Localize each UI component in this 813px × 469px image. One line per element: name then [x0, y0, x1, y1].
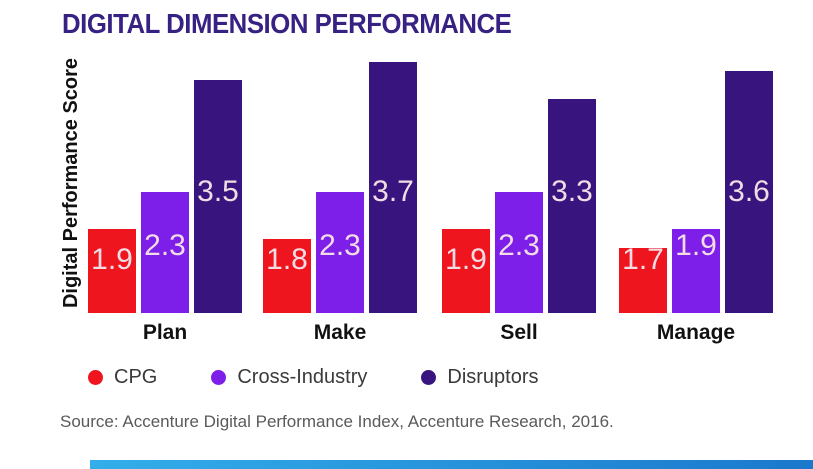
category-label-plan: Plan [142, 321, 188, 344]
bar-value-label: 3.7 [372, 175, 414, 208]
category-label-manage: Manage [656, 321, 736, 344]
legend-label-cross-industry: Cross-Industry [237, 366, 368, 388]
bar-group-manage: 1.7 1.9 3.6 [619, 71, 773, 313]
bar-value-label: 1.9 [675, 229, 717, 262]
bar-cross-industry-plan: 2.3 [141, 192, 189, 313]
bar-value-label: 1.8 [266, 243, 308, 276]
bar-cross-industry-manage: 1.9 [672, 229, 720, 313]
bar-cpg-make: 1.8 [263, 239, 311, 313]
bar-cpg-plan: 1.9 [88, 229, 136, 313]
bar-cpg-sell: 1.9 [442, 229, 490, 313]
disruptors-dot-icon [421, 370, 437, 385]
bar-group-make: 1.8 2.3 3.7 [263, 62, 417, 313]
footer-accent-bar [90, 460, 813, 469]
legend-label-disruptors: Disruptors [447, 366, 539, 388]
source-attribution: Source: Accenture Digital Performance In… [60, 412, 614, 431]
legend-item-cross-industry: Cross-Industry [211, 366, 367, 389]
bar-cross-industry-make: 2.3 [316, 192, 364, 313]
cpg-dot-icon [88, 370, 103, 385]
legend-label-cpg: CPG [114, 366, 158, 388]
legend: CPG Cross-Industry Disruptors [88, 366, 539, 389]
bar-group-plan: 1.9 2.3 3.5 [88, 80, 242, 313]
bar-cpg-manage: 1.7 [619, 243, 667, 313]
bar-disruptors-sell: 3.3 [548, 99, 596, 313]
bar-value-label: 1.9 [445, 243, 487, 276]
bar-value-label: 2.3 [144, 229, 186, 262]
bar-value-label: 3.6 [728, 175, 770, 208]
bar-value-label: 2.3 [498, 229, 540, 262]
chart-title: DIGITAL DIMENSION PERFORMANCE [62, 8, 512, 39]
bar-disruptors-make: 3.7 [369, 62, 417, 313]
bar-value-label: 2.3 [319, 229, 361, 262]
legend-item-cpg: CPG [88, 366, 157, 389]
category-label-sell: Sell [500, 321, 538, 344]
bar-cross-industry-sell: 2.3 [495, 192, 543, 313]
bar-value-label: 1.7 [622, 243, 664, 276]
cross-industry-dot-icon [211, 370, 227, 385]
bar-value-label: 3.5 [197, 175, 239, 208]
bar-value-label: 3.3 [551, 175, 593, 208]
bar-disruptors-manage: 3.6 [725, 71, 773, 313]
category-label-make: Make [313, 321, 367, 344]
plot-area: 1.9 2.3 3.5 1.8 2.3 3.7 1.9 2.3 3.3 1.7 1.9 3.6 [88, 62, 773, 313]
bar-value-label: 1.9 [91, 243, 133, 276]
bar-group-sell: 1.9 2.3 3.3 [442, 99, 596, 313]
bar-disruptors-plan: 3.5 [194, 80, 242, 313]
legend-item-disruptors: Disruptors [421, 366, 539, 389]
